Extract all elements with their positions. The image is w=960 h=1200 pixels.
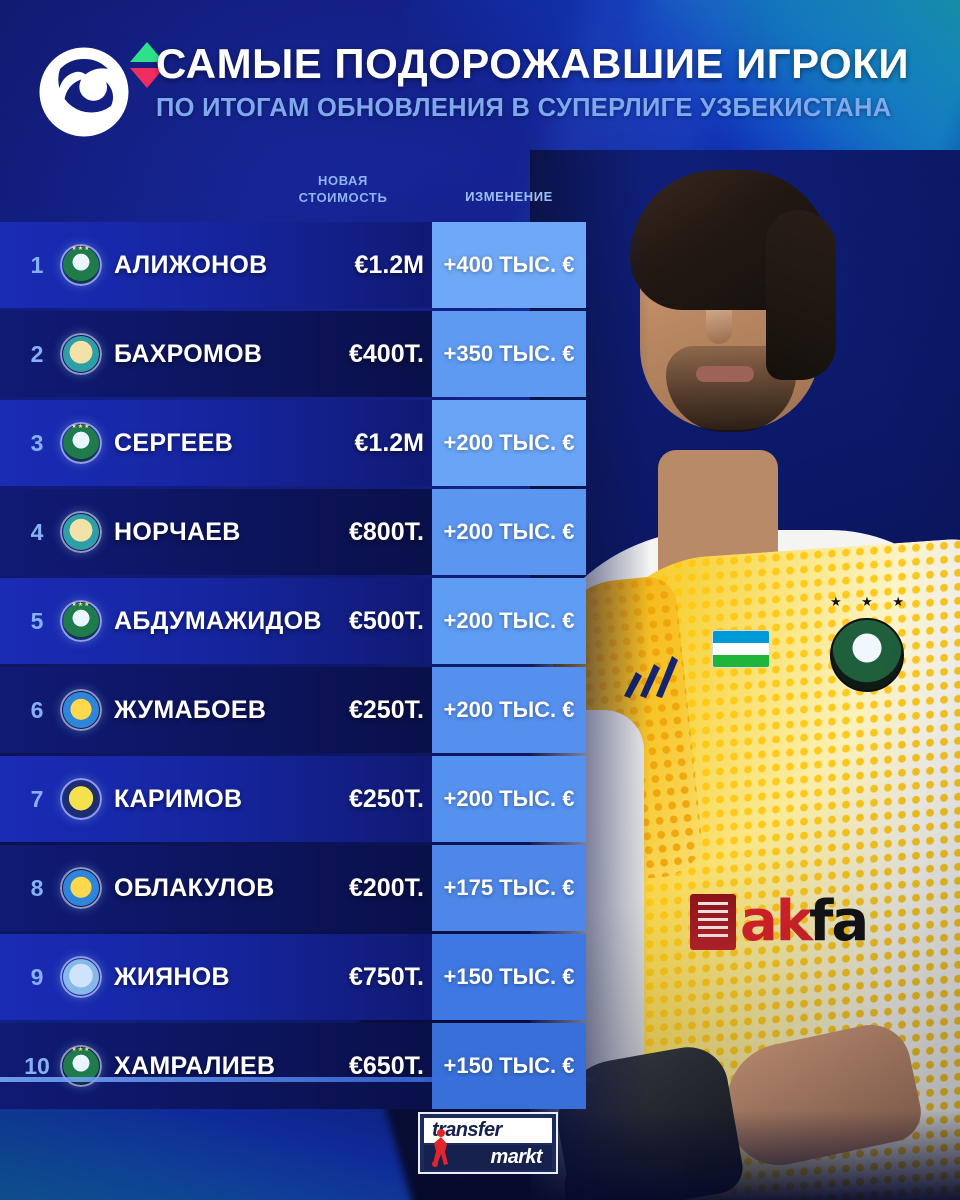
row-market-value: €200Т. <box>348 873 424 902</box>
row-market-value: €800Т. <box>348 517 424 546</box>
football-swirl-logo-icon <box>39 47 129 137</box>
table-row[interactable]: 4 НОРЧАЕВ €800Т. +200 ТЫС. € <box>0 489 600 575</box>
ranking-table: 1 ★★★ АЛИЖОНОВ €1.2M +400 ТЫС. € 2 БАХРО… <box>0 222 600 1112</box>
row-change-value: +400 ТЫС. € <box>432 222 586 308</box>
club-badge-icon <box>60 333 102 375</box>
row-market-value: €250Т. <box>348 784 424 813</box>
row-rank: 2 <box>30 340 44 367</box>
row-player-name: ОБЛАКУЛОВ <box>114 873 275 902</box>
club-badge-icon <box>60 778 102 820</box>
triangle-down-red-icon <box>130 68 164 88</box>
row-player-name: НОРЧАЕВ <box>114 517 241 546</box>
header: САМЫЕ ПОДОРОЖАВШИЕ ИГРОКИ ПО ИТОГАМ ОБНО… <box>0 0 960 150</box>
row-change-value: +175 ТЫС. € <box>432 845 586 931</box>
row-player-name: ХАМРАЛИЕВ <box>114 1051 276 1080</box>
row-player-name: КАРИМОВ <box>114 784 243 813</box>
row-change-value: +200 ТЫС. € <box>432 756 586 842</box>
row-player-name: АЛИЖОНОВ <box>114 250 268 279</box>
transfermarkt-wordmark-bottom: markt <box>490 1146 543 1168</box>
row-player-name: БАХРОМОВ <box>114 339 263 368</box>
row-market-value: €1.2M <box>354 250 424 279</box>
row-change-value: +200 ТЫС. € <box>432 400 586 486</box>
row-rank: 1 <box>30 251 44 278</box>
row-player-name: СЕРГЕЕВ <box>114 428 234 457</box>
row-rank: 6 <box>30 696 44 723</box>
row-market-value: €750Т. <box>348 962 424 991</box>
row-rank: 4 <box>30 518 44 545</box>
table-row[interactable]: 3 ★★★ СЕРГЕЕВ €1.2M +200 ТЫС. € <box>0 400 600 486</box>
table-row[interactable]: 9 ЖИЯНОВ €750Т. +150 ТЫС. € <box>0 934 600 1020</box>
row-market-value: €250Т. <box>348 695 424 724</box>
club-badge-icon: ★★★ <box>60 244 102 286</box>
row-change-value: +350 ТЫС. € <box>432 311 586 397</box>
transfermarkt-wordmark-top: transfer <box>432 1119 502 1141</box>
table-row[interactable]: 8 ОБЛАКУЛОВ €200Т. +175 ТЫС. € <box>0 845 600 931</box>
column-header-value-line2: СТОИМОСТЬ <box>298 190 388 206</box>
title-block: САМЫЕ ПОДОРОЖАВШИЕ ИГРОКИ ПО ИТОГАМ ОБНО… <box>156 40 926 123</box>
row-rank: 5 <box>30 607 44 634</box>
table-row[interactable]: 7 КАРИМОВ €250Т. +200 ТЫС. € <box>0 756 600 842</box>
row-rank: 9 <box>30 963 44 990</box>
table-row[interactable]: 10 ★★★ ХАМРАЛИЕВ €650Т. +150 ТЫС. € <box>0 1023 600 1109</box>
column-headers: НОВАЯ СТОИМОСТЬ ИЗМЕНЕНИЕ <box>0 172 600 218</box>
table-row[interactable]: 6 ЖУМАБОЕВ €250Т. +200 ТЫС. € <box>0 667 600 753</box>
page-title: САМЫЕ ПОДОРОЖАВШИЕ ИГРОКИ <box>156 40 910 87</box>
column-header-change: ИЗМЕНЕНИЕ <box>465 189 553 204</box>
table-row[interactable]: 2 БАХРОМОВ €400Т. +350 ТЫС. € <box>0 311 600 397</box>
footer-divider <box>0 1077 600 1082</box>
club-badge-icon: ★★★ <box>60 422 102 464</box>
club-badge-icon <box>60 867 102 909</box>
club-badge-icon: ★★★ <box>60 600 102 642</box>
transfermarkt-player-icon <box>432 1129 448 1167</box>
row-player-name: АБДУМАЖИДОВ <box>114 606 322 635</box>
row-change-value: +150 ТЫС. € <box>432 1023 586 1109</box>
table-row[interactable]: 5 ★★★ АБДУМАЖИДОВ €500Т. +200 ТЫС. € <box>0 578 600 664</box>
row-rank: 7 <box>30 785 44 812</box>
row-player-name: ЖУМАБОЕВ <box>114 695 267 724</box>
row-rank: 3 <box>30 429 44 456</box>
row-change-value: +150 ТЫС. € <box>432 934 586 1020</box>
transfermarkt-logo[interactable]: transfer markt <box>418 1112 558 1174</box>
row-market-value: €650Т. <box>348 1051 424 1080</box>
league-logo <box>36 42 164 140</box>
row-rank: 8 <box>30 874 44 901</box>
column-header-value: НОВАЯ СТОИМОСТЬ <box>248 172 438 206</box>
column-header-value-line1: НОВАЯ <box>318 173 368 188</box>
page-subtitle: ПО ИТОГАМ ОБНОВЛЕНИЯ В СУПЕРЛИГЕ УЗБЕКИС… <box>156 93 892 122</box>
row-change-value: +200 ТЫС. € <box>432 667 586 753</box>
club-badge-icon <box>60 511 102 553</box>
table-row[interactable]: 1 ★★★ АЛИЖОНОВ €1.2M +400 ТЫС. € <box>0 222 600 308</box>
row-change-value: +200 ТЫС. € <box>432 578 586 664</box>
row-market-value: €500Т. <box>348 606 424 635</box>
row-market-value: €1.2M <box>354 428 424 457</box>
triangle-up-green-icon <box>130 42 164 62</box>
transfermarkt-top-bar: transfer <box>424 1118 552 1143</box>
club-badge-icon <box>60 689 102 731</box>
row-rank: 10 <box>24 1052 50 1079</box>
club-badge-icon <box>60 956 102 998</box>
row-market-value: €400Т. <box>348 339 424 368</box>
row-player-name: ЖИЯНОВ <box>114 962 230 991</box>
row-change-value: +200 ТЫС. € <box>432 489 586 575</box>
